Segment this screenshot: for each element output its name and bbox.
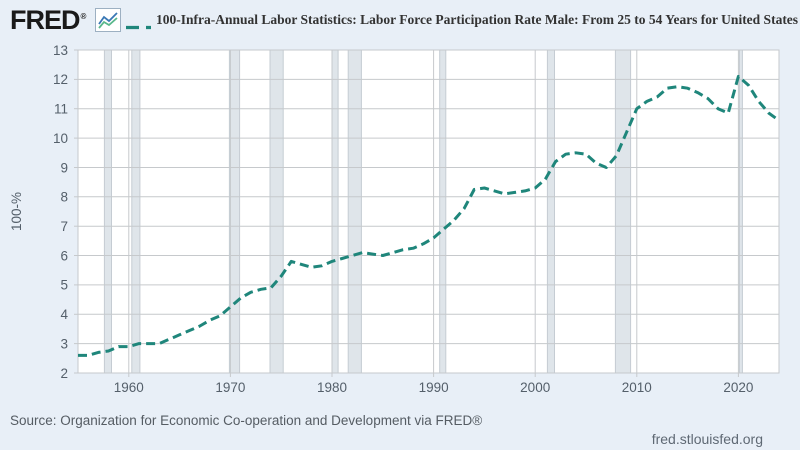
- registered-trademark-symbol: ®: [80, 12, 87, 21]
- legend-line-sample: [126, 17, 154, 35]
- x-axis-tick-label: 2000: [520, 380, 550, 395]
- y-axis-tick-label: 10: [53, 131, 68, 146]
- y-axis-tick-label: 8: [60, 190, 68, 205]
- chart-header: FRED® 100-Infra-Annual Labor Statistics:…: [0, 0, 800, 38]
- y-axis-tick-label: 9: [60, 160, 68, 175]
- source-text: Source: Organization for Economic Co-ope…: [10, 413, 483, 428]
- y-axis-tick-label: 2: [60, 366, 68, 381]
- x-axis-tick-label: 1970: [215, 380, 245, 395]
- y-axis-tick-label: 7: [60, 219, 68, 234]
- plot-border: [77, 49, 780, 374]
- x-axis-tick-label: 1990: [419, 380, 449, 395]
- y-axis-tick-label: 13: [53, 43, 68, 58]
- recession-band: [439, 49, 447, 374]
- recession-band: [331, 49, 339, 374]
- y-axis-tick-label: 6: [60, 248, 68, 263]
- x-axis-tick-label: 2010: [622, 380, 652, 395]
- y-axis-tick-label: 11: [54, 102, 68, 117]
- recession-band: [738, 49, 743, 374]
- fred-watermark-link[interactable]: fred.stlouisfed.org: [651, 431, 763, 447]
- y-axis-tick-label: 5: [60, 278, 68, 293]
- recession-band: [614, 49, 632, 374]
- recession-band: [269, 49, 284, 374]
- recession-band: [347, 49, 362, 374]
- recession-band: [228, 49, 241, 374]
- data-line-series: [78, 74, 780, 357]
- x-axis-tick-label: 1960: [114, 380, 144, 395]
- fred-logo[interactable]: FRED®: [10, 5, 87, 36]
- fred-logo-text: FRED: [10, 5, 80, 35]
- plot-area: [78, 50, 779, 373]
- y-axis-tick-label: 4: [60, 307, 68, 322]
- x-axis-tick-label: 2020: [723, 380, 753, 395]
- y-axis-tick-label: 12: [53, 72, 68, 87]
- recession-band: [546, 49, 556, 374]
- chart-title: 100-Infra-Annual Labor Statistics: Labor…: [156, 12, 799, 27]
- y-axis-tick-label: 3: [60, 336, 68, 351]
- recession-band: [103, 49, 113, 374]
- fred-logo-chart-icon: [95, 8, 121, 32]
- recession-band: [131, 49, 141, 374]
- x-axis-tick-label: 1980: [317, 380, 347, 395]
- y-axis-title: 100-%: [9, 192, 24, 231]
